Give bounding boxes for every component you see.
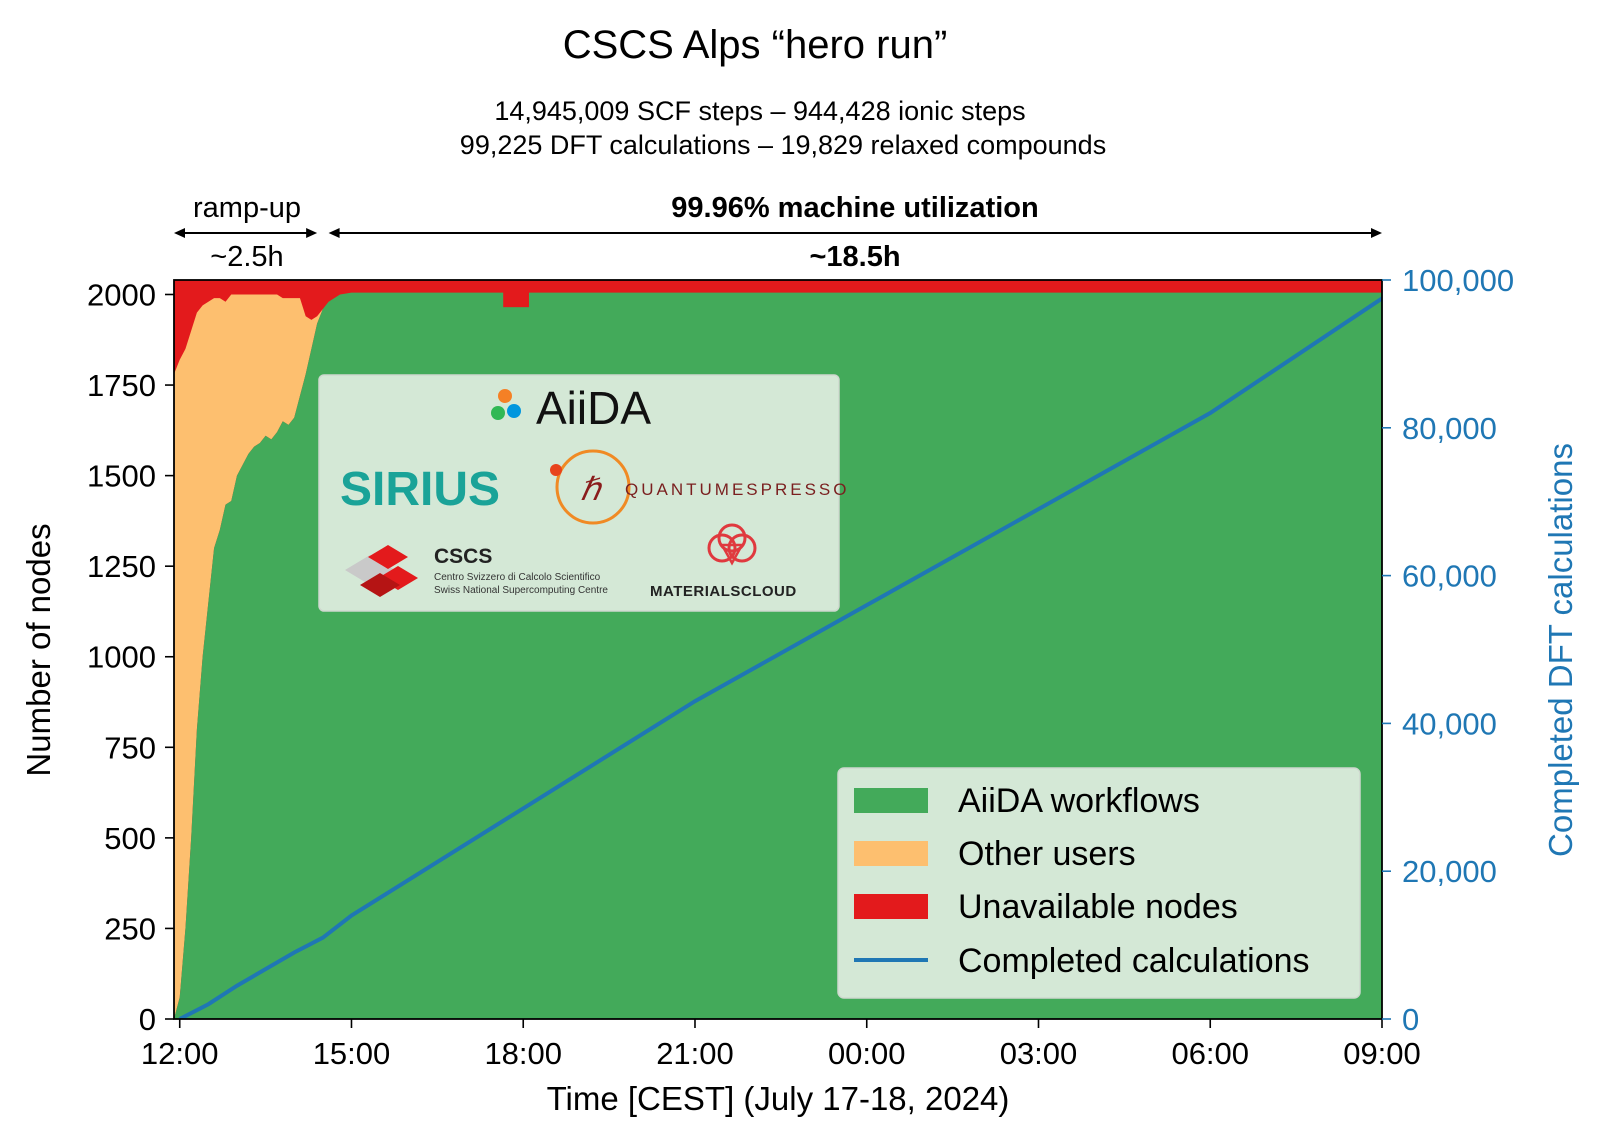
rampup-label: ramp-up [193,192,301,224]
legend-label-other: Other users [958,835,1136,873]
x-tick-label: 03:00 [1000,1036,1078,1071]
legend-swatch-aiida [854,788,928,813]
y-right-tick-label: 40,000 [1402,706,1497,741]
plot-frame [173,279,1383,1020]
y-left-tick-label: 1250 [87,549,156,584]
svg-text:Centro Svizzero di Calcolo Sci: Centro Svizzero di Calcolo Scientifico [434,572,601,583]
x-tick-label: 00:00 [828,1036,906,1071]
x-tick-label: 12:00 [141,1036,219,1071]
chart-subtitle-line-2: 99,225 DFT calculations – 19,829 relaxed… [460,130,1106,160]
y-axis-right: 0 20,000 40,000 60,000 80,000 100,000 [1382,263,1514,1037]
legend-label-unavailable: Unavailable nodes [958,888,1238,926]
x-axis-label: Time [CEST] (July 17-18, 2024) [547,1080,1010,1117]
area-unavailable-dip [503,280,529,308]
y-left-tick-label: 0 [139,1002,156,1037]
svg-text:SIRIUS: SIRIUS [340,463,500,516]
y-left-tick-label: 1750 [87,368,156,403]
y-left-tick-label: 1500 [87,459,156,494]
y-axis-left-label: Number of nodes [20,523,57,776]
x-tick-label: 09:00 [1343,1036,1421,1071]
chart-title: CSCS Alps “hero run” [563,23,948,67]
logos-panel: AiiDA SIRIUS ℏ QUANTUMESPRESSO CSCS Cent… [318,374,849,612]
y-left-tick-label: 2000 [87,277,156,312]
chart-subtitle-line-1: 14,945,009 SCF steps – 944,428 ionic ste… [494,96,1025,126]
legend-swatch-other [854,841,928,866]
phase-arrows [174,228,1382,238]
svg-text:ℏ: ℏ [580,471,603,507]
rampup-duration: ~2.5h [210,241,283,273]
cscs-logo: CSCS Centro Svizzero di Calcolo Scientif… [345,545,608,597]
legend: AiiDA workflows Other users Unavailable … [837,767,1361,999]
x-tick-label: 18:00 [484,1036,562,1071]
x-tick-label: 15:00 [313,1036,391,1071]
main-phase-label: 99.96% machine utilization [671,192,1038,224]
y-left-tick-label: 750 [104,730,156,765]
y-right-tick-label: 20,000 [1402,854,1497,889]
x-axis: 12:00 15:00 18:00 21:00 00:00 03:00 06:00 09:00 [141,1019,1421,1071]
x-tick-label: 21:00 [656,1036,734,1071]
y-right-tick-label: 0 [1402,1002,1419,1037]
legend-swatch-unavailable [854,894,928,919]
sirius-logo: SIRIUS [340,463,500,516]
y-left-tick-label: 1000 [87,640,156,675]
area-other-users [174,292,1382,1019]
y-left-tick-label: 250 [104,911,156,946]
svg-text:MATERIALSCLOUD: MATERIALSCLOUD [650,583,797,600]
rampup-arrow-head-right [306,228,318,238]
aiida-logo: AiiDA [491,382,651,434]
svg-text:Swiss National Supercomputing: Swiss National Supercomputing Centre [434,585,608,596]
y-right-tick-label: 100,000 [1402,263,1514,298]
y-right-tick-label: 60,000 [1402,559,1497,594]
quantum-espresso-logo: ℏ QUANTUMESPRESSO [550,449,849,525]
main-arrow-head-right [1371,228,1382,238]
svg-text:CSCS: CSCS [434,545,492,568]
main-arrow-head-left [328,228,340,238]
svg-text:AiiDA: AiiDA [536,382,651,434]
main-phase-duration: ~18.5h [809,241,900,273]
materials-cloud-logo: MATERIALSCLOUD [650,523,797,600]
line-completed-calculations [178,296,1382,1019]
rampup-arrow-head-left [174,228,185,238]
y-axis-right-label: Completed DFT calculations [1542,443,1579,857]
legend-label-aiida: AiiDA workflows [958,782,1200,820]
svg-text:QUANTUMESPRESSO: QUANTUMESPRESSO [625,480,849,499]
x-tick-label: 06:00 [1171,1036,1249,1071]
y-right-tick-label: 80,000 [1402,411,1497,446]
y-left-tick-label: 500 [104,821,156,856]
legend-label-calculations: Completed calculations [958,942,1310,980]
y-axis-left: 0 250 500 750 1000 1250 1500 1750 2000 [87,277,174,1037]
